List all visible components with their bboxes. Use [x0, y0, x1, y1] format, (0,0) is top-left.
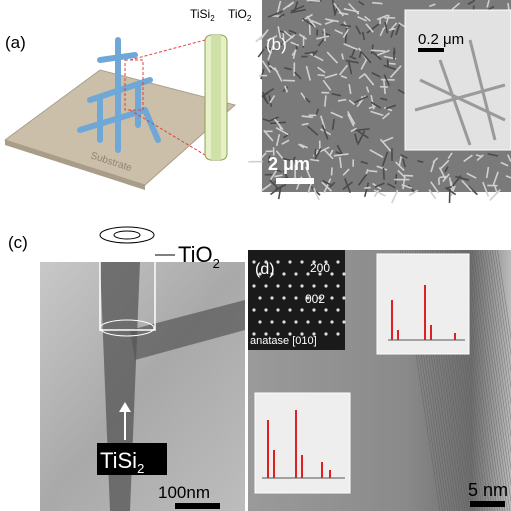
scale-label: 2 μm: [268, 154, 310, 174]
scale-label: 5 nm: [468, 480, 508, 500]
figure: (a) TiSi2 TiO2 Substrate 0.2 μm (b) 2 μm…: [0, 0, 511, 511]
zone-label: anatase [010]: [250, 335, 317, 347]
sem-rod: [369, 171, 378, 172]
sem-rod: [388, 59, 389, 67]
spot: [276, 260, 279, 263]
panel-c: (c) TiO2 TiSi2 100nm: [8, 227, 245, 511]
scale-bar: [470, 501, 505, 507]
sem-rod: [392, 190, 398, 203]
scale-label: 0.2 μm: [418, 31, 464, 48]
sem-rod: [384, 168, 385, 180]
spot: [324, 284, 327, 287]
panel-label: (c): [8, 233, 28, 252]
figure-canvas: (a) TiSi2 TiO2 Substrate 0.2 μm (b) 2 μm…: [0, 0, 511, 511]
spot: [336, 308, 339, 311]
sem-rod: [307, 0, 320, 1]
spot: [294, 296, 297, 299]
sem-rod: [404, 175, 413, 176]
spot: [270, 296, 273, 299]
eds-inset: [255, 393, 350, 493]
panel-label: (a): [5, 33, 26, 52]
spot: [270, 320, 273, 323]
spot: [342, 320, 345, 323]
sem-rod: [332, 167, 333, 175]
spot: [312, 308, 315, 311]
panel-a: (a) TiSi2 TiO2 Substrate: [5, 7, 252, 190]
spot: [288, 260, 291, 263]
spot: [330, 272, 333, 275]
spot: [282, 296, 285, 299]
spot: [282, 320, 285, 323]
spot: [288, 308, 291, 311]
spot: [264, 284, 267, 287]
panel-d: (d) 200 002 anatase [010] 5 nm: [248, 250, 511, 511]
panel-b: 0.2 μm (b) 2 μm: [248, 0, 511, 203]
spot: [330, 320, 333, 323]
eds-inset: [377, 254, 469, 354]
spot: [282, 272, 285, 275]
material-label: TiSi2: [190, 7, 215, 23]
sem-rod: [324, 29, 325, 42]
spot: [336, 260, 339, 263]
spot: [300, 284, 303, 287]
spot: [324, 308, 327, 311]
sem-rod: [346, 28, 347, 44]
sem-rod: [364, 187, 370, 188]
scale-label: 100nm: [158, 483, 210, 502]
spot: [288, 284, 291, 287]
material-label: TiO2: [178, 242, 220, 271]
spot: [336, 284, 339, 287]
spot: [252, 308, 255, 311]
spot: [300, 260, 303, 263]
spot: [294, 320, 297, 323]
sem-rod: [389, 63, 396, 64]
sem-rod: [318, 75, 325, 76]
spot: [276, 308, 279, 311]
spot: [342, 296, 345, 299]
cylinder-top: [100, 227, 154, 243]
scale-bar: [276, 178, 314, 184]
spot: [342, 272, 345, 275]
spot: [294, 272, 297, 275]
sem-rod: [315, 149, 316, 156]
tube-core: [211, 35, 221, 160]
spot: [258, 296, 261, 299]
spot: [306, 320, 309, 323]
scale-bar: [175, 503, 220, 509]
sem-rod: [439, 177, 446, 178]
panel-label: (b): [266, 35, 287, 54]
spot: [336, 332, 339, 335]
spot: [252, 284, 255, 287]
zoom-line: [130, 40, 205, 60]
spot: [318, 320, 321, 323]
spot: [276, 284, 279, 287]
spot: [324, 332, 327, 335]
spot-label: 200: [310, 261, 330, 275]
spot-label: 002: [305, 292, 325, 306]
sem-rod: [371, 50, 385, 51]
spot: [312, 284, 315, 287]
spot: [264, 308, 267, 311]
spot: [258, 320, 261, 323]
panel-label: (d): [255, 261, 275, 278]
spot: [300, 308, 303, 311]
scale-bar: [418, 48, 444, 52]
spot: [330, 296, 333, 299]
material-label: TiO2: [228, 7, 252, 23]
sem-rod: [372, 3, 382, 4]
